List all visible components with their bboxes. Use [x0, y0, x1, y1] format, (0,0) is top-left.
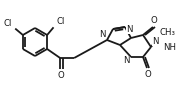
- Text: N: N: [126, 25, 132, 34]
- Text: O: O: [145, 70, 151, 79]
- Text: O: O: [151, 16, 157, 25]
- Text: N: N: [100, 30, 106, 39]
- Text: O: O: [58, 71, 65, 80]
- Text: Cl: Cl: [57, 17, 65, 26]
- Text: N: N: [152, 37, 158, 46]
- Text: NH: NH: [163, 43, 176, 51]
- Text: Cl: Cl: [4, 19, 12, 28]
- Text: N: N: [124, 56, 130, 65]
- Text: CH₃: CH₃: [159, 28, 175, 37]
